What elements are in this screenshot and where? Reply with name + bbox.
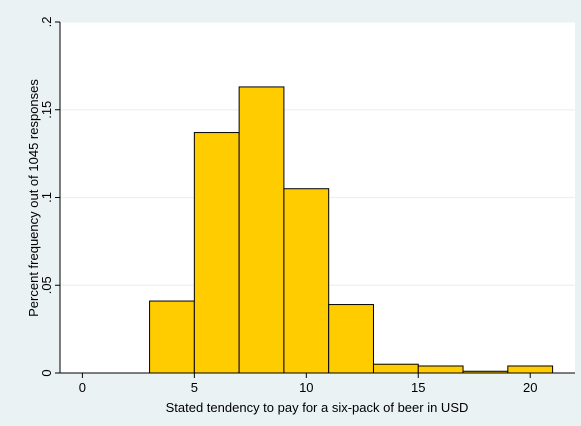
histogram-bar-9: [507, 365, 554, 374]
y-tick-label: .15: [39, 101, 54, 119]
y-tick-label: .05: [39, 276, 54, 294]
histogram-bar-4: [283, 188, 330, 374]
y-axis-title: Percent frequency out of 1045 responses: [26, 79, 41, 317]
x-tick-label: 0: [79, 380, 86, 395]
y-tick-label: .1: [39, 192, 54, 203]
histogram-bar-3: [238, 86, 285, 374]
y-tick-label: .2: [39, 17, 54, 28]
histogram-bar-2: [193, 132, 240, 374]
x-axis-title: Stated tendency to pay for a six-pack of…: [166, 400, 469, 415]
histogram-bar-1: [149, 300, 195, 374]
x-tick-label: 20: [523, 380, 537, 395]
x-tick-label: 10: [299, 380, 313, 395]
x-tick-label: 5: [191, 380, 198, 395]
histogram-bar-6: [372, 363, 419, 374]
tick-labels: 0 .05 .1 .15 .2 0 5 10 15 20: [39, 17, 537, 395]
y-tick-label: 0: [39, 369, 54, 376]
x-tick-label: 15: [411, 380, 425, 395]
histogram-bar-7: [417, 365, 464, 374]
histogram-bar-5: [328, 304, 374, 374]
